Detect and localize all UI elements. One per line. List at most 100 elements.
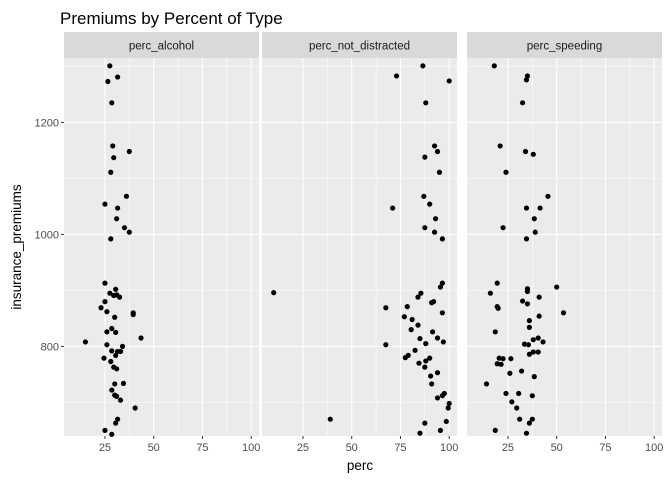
x-tick-label: 100 xyxy=(440,442,458,454)
data-point xyxy=(119,343,126,349)
data-point xyxy=(525,342,532,348)
data-point xyxy=(327,416,333,422)
x-tick-label: 100 xyxy=(242,442,260,454)
data-point xyxy=(526,324,533,330)
data-point xyxy=(427,201,433,207)
data-point xyxy=(524,73,531,79)
data-point xyxy=(535,335,541,341)
data-point xyxy=(519,100,526,106)
data-point xyxy=(560,310,567,316)
data-point xyxy=(494,361,500,367)
data-point xyxy=(545,193,551,199)
data-point xyxy=(524,301,531,307)
data-point xyxy=(496,355,502,361)
data-point xyxy=(430,329,436,335)
data-point xyxy=(113,329,119,335)
data-point xyxy=(500,356,506,362)
data-point xyxy=(101,355,107,361)
data-point xyxy=(507,370,513,376)
data-point xyxy=(530,337,536,343)
y-axis-title: insurance_premiums xyxy=(9,184,24,310)
x-tick-label: 100 xyxy=(645,442,663,454)
data-point xyxy=(423,358,429,364)
data-point xyxy=(104,329,110,335)
data-point xyxy=(418,290,424,296)
facet-strip xyxy=(64,32,259,58)
data-point xyxy=(390,205,396,211)
data-point xyxy=(440,339,446,345)
data-point xyxy=(492,329,498,335)
data-point xyxy=(404,304,410,310)
data-point xyxy=(82,339,89,345)
data-point xyxy=(523,205,530,211)
data-point xyxy=(120,380,127,386)
data-point xyxy=(421,193,427,199)
data-point xyxy=(519,368,525,374)
data-point xyxy=(422,154,428,160)
data-point xyxy=(434,395,441,401)
data-point xyxy=(445,405,451,411)
data-point xyxy=(500,225,506,231)
data-point xyxy=(107,63,113,69)
data-point xyxy=(115,74,121,80)
data-point xyxy=(105,78,111,85)
data-point xyxy=(437,427,444,433)
data-point xyxy=(537,205,543,211)
data-point xyxy=(434,335,441,341)
panel-background xyxy=(262,58,457,436)
x-tick-label: 50 xyxy=(346,442,358,454)
x-tick-label: 50 xyxy=(551,442,563,454)
data-point xyxy=(519,298,526,304)
data-point xyxy=(98,305,104,311)
data-point xyxy=(132,405,138,411)
data-point xyxy=(530,349,536,355)
data-point xyxy=(104,342,110,348)
facet-strip xyxy=(262,32,457,58)
data-point xyxy=(529,416,535,422)
data-point xyxy=(102,201,108,207)
data-point xyxy=(123,193,129,199)
data-point xyxy=(409,316,415,323)
data-point xyxy=(508,356,514,362)
data-point xyxy=(104,309,110,315)
data-point xyxy=(517,416,523,422)
y-tick-label: 800 xyxy=(41,341,59,353)
data-point xyxy=(116,294,123,300)
data-point xyxy=(495,305,501,311)
data-point xyxy=(526,420,533,426)
data-point xyxy=(110,143,116,149)
data-point xyxy=(416,360,422,366)
data-point xyxy=(427,355,433,361)
data-point xyxy=(437,284,444,290)
data-point xyxy=(102,280,108,286)
data-point xyxy=(112,381,118,387)
data-point xyxy=(115,416,121,422)
data-point xyxy=(402,355,408,361)
data-point xyxy=(523,77,530,83)
data-point xyxy=(529,393,535,399)
data-point xyxy=(383,342,389,348)
data-point xyxy=(434,148,441,155)
data-point xyxy=(523,236,530,242)
data-point xyxy=(393,73,400,79)
data-point xyxy=(526,351,533,357)
data-point xyxy=(523,430,530,436)
data-point xyxy=(509,399,515,405)
data-point xyxy=(108,358,114,365)
data-point xyxy=(516,390,522,397)
data-point xyxy=(521,341,528,347)
data-point xyxy=(108,169,114,175)
data-point xyxy=(503,390,509,397)
data-point xyxy=(524,288,531,295)
data-point xyxy=(420,63,426,69)
data-point xyxy=(111,292,117,299)
data-point xyxy=(535,349,541,355)
data-point xyxy=(429,381,435,387)
data-point xyxy=(109,100,115,106)
facet-strip-label: perc_speeding xyxy=(527,41,602,53)
data-point xyxy=(532,229,538,235)
data-point xyxy=(434,370,441,376)
panel-perc_alcohol: perc_alcohol 25 50 75 100 xyxy=(64,32,260,454)
facet-strip-label: perc_not_distracted xyxy=(309,41,410,53)
